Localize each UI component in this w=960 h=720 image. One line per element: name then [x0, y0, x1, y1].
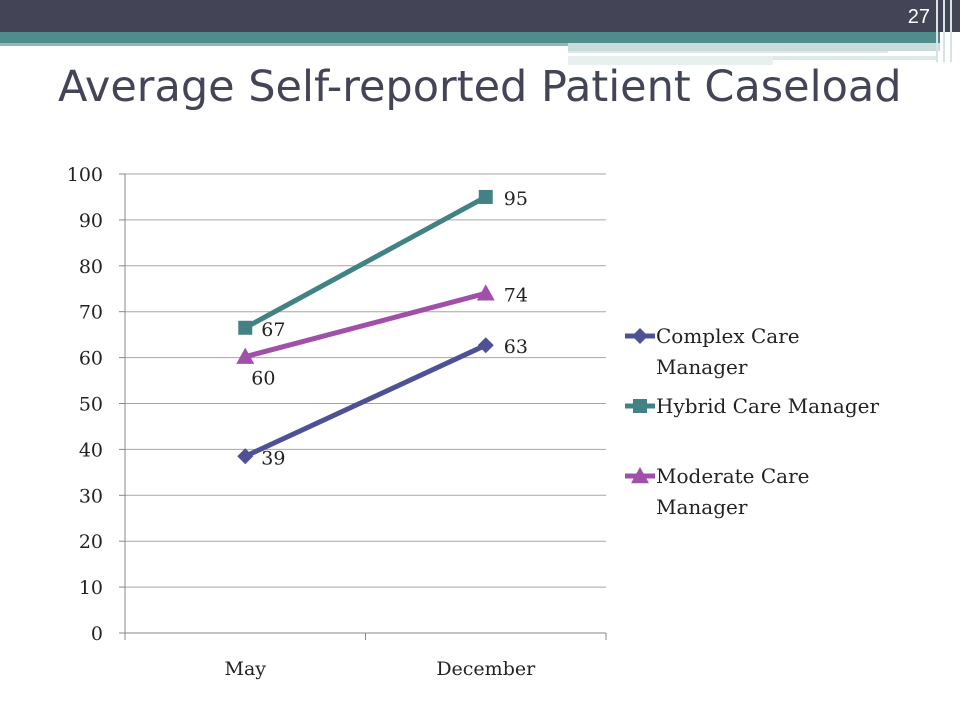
legend: Complex Care Manager Hybrid Care Manager Mo… — [625, 324, 879, 519]
y-tick-label: 90 — [79, 210, 103, 232]
header-band-light — [568, 43, 940, 51]
header-band-light-lower — [568, 56, 773, 65]
header-rule — [943, 0, 945, 62]
y-tick-label: 50 — [79, 394, 103, 416]
data-label: 63 — [504, 336, 528, 358]
page-number: 27 — [907, 6, 930, 28]
data-label: 60 — [251, 368, 275, 390]
series-line — [244, 194, 487, 330]
data-label: 74 — [504, 284, 528, 306]
y-tick-label: 40 — [79, 439, 103, 461]
triangle-marker — [476, 284, 495, 301]
slide-title: Average Self-reported Patient Caseload — [58, 62, 902, 112]
legend-label: Hybrid Care Manager — [656, 394, 879, 418]
y-tick-label: 80 — [79, 256, 103, 278]
y-tick-label: 60 — [79, 348, 103, 370]
header-band-light-lower-right — [773, 56, 938, 60]
y-tick-label: 70 — [79, 302, 103, 324]
data-label: 95 — [504, 188, 528, 210]
data-label: 39 — [261, 447, 285, 469]
square-marker — [238, 320, 253, 335]
axes — [119, 173, 607, 640]
gridlines — [125, 173, 606, 588]
y-tick-label: 30 — [79, 485, 103, 507]
series-line — [244, 290, 487, 360]
triangle-marker — [631, 467, 649, 484]
x-tick-labels: May December — [224, 658, 536, 680]
legend-label: Complex Care Manager — [656, 324, 800, 379]
y-tick-label: 10 — [79, 577, 103, 599]
x-tick-label: May — [224, 658, 266, 680]
square-marker — [478, 189, 493, 204]
header-band-accent — [0, 43, 570, 46]
series-line — [244, 342, 487, 459]
y-tick-labels: 0 10 20 30 40 50 60 70 80 90 100 — [67, 164, 103, 645]
data-label: 67 — [261, 319, 285, 341]
diamond-marker — [632, 328, 648, 344]
y-tick-label: 20 — [79, 531, 103, 553]
header-band-light-line — [568, 51, 888, 53]
series-lines: 39 63 67 95 60 74 — [236, 188, 528, 469]
y-tick-label: 0 — [91, 623, 103, 645]
header-rule — [950, 0, 952, 62]
y-tick-label: 100 — [67, 164, 103, 186]
diamond-marker — [477, 337, 494, 354]
x-tick-label: December — [436, 658, 536, 680]
top-bar — [0, 0, 960, 32]
header-rule — [936, 0, 938, 62]
triangle-marker — [236, 347, 255, 364]
legend-label: Moderate Care Manager — [656, 464, 810, 519]
square-marker — [633, 399, 647, 413]
header-band — [0, 32, 940, 43]
diamond-marker — [237, 448, 254, 465]
